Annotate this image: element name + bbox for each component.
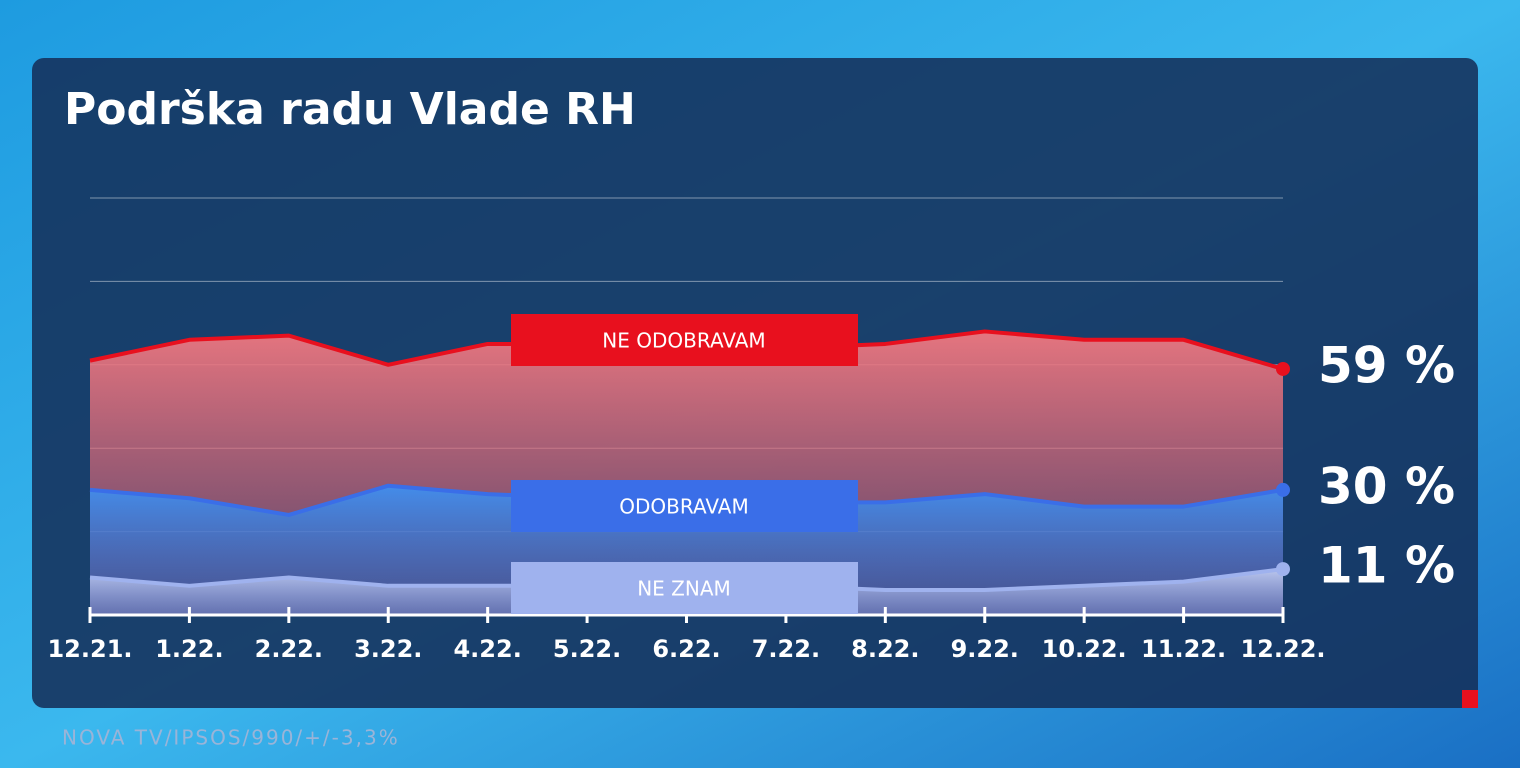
legend-label: NE ZNAM xyxy=(637,577,731,601)
value-label: 11 % xyxy=(1318,537,1455,595)
legend-label: NE ODOBRAVAM xyxy=(602,329,765,353)
x-tick-label: 12.22. xyxy=(1240,635,1325,663)
x-tick-label: 3.22. xyxy=(354,635,422,663)
plot: 12.21. 1.22. 2.22. 3.22. 4.22. 5.22. 6.22. 7.22… xyxy=(47,197,1455,663)
value-label: 59 % xyxy=(1318,336,1455,394)
x-tick-label: 7.22. xyxy=(752,635,820,663)
x-tick-label: 4.22. xyxy=(453,635,521,663)
legend-label: ODOBRAVAM xyxy=(619,495,748,519)
end-marker xyxy=(1276,361,1290,376)
x-tick-label: 2.22. xyxy=(255,635,323,663)
area xyxy=(90,485,1283,615)
x-tick-label: 12.21. xyxy=(47,635,132,663)
x-tick-label: 6.22. xyxy=(652,635,720,663)
x-tick-label: 10.22. xyxy=(1042,635,1127,663)
x-tick-label: 11.22. xyxy=(1141,635,1226,663)
x-tick-label: 8.22. xyxy=(851,635,919,663)
legend-box xyxy=(511,480,858,532)
legend-box xyxy=(511,562,858,614)
end-marker xyxy=(1276,562,1290,577)
x-tick-label: 9.22. xyxy=(951,635,1019,663)
chart-title: Podrška radu Vlade RH xyxy=(64,84,636,135)
source: NOVA TV/IPSOS/990/+/-3,3% xyxy=(62,726,400,750)
legend-box xyxy=(511,314,858,366)
x-tick-label: 1.22. xyxy=(155,635,223,663)
corner-accent xyxy=(1462,690,1478,708)
end-marker xyxy=(1276,482,1290,497)
x-tick-label: 5.22. xyxy=(553,635,621,663)
value-label: 30 % xyxy=(1318,457,1455,515)
